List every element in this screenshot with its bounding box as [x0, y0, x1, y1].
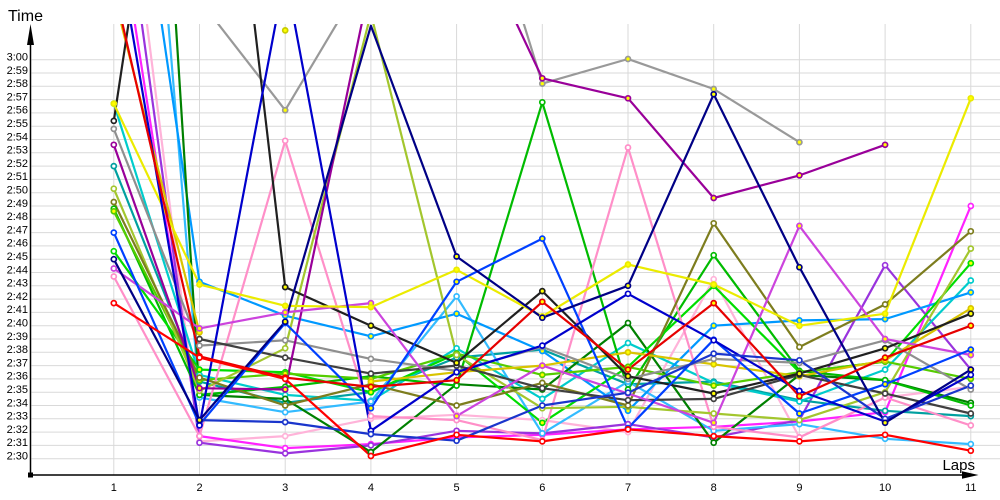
svg-text:11: 11	[965, 482, 976, 494]
svg-text:2:38: 2:38	[7, 344, 28, 356]
svg-text:2:31: 2:31	[7, 437, 28, 449]
svg-text:2:49: 2:49	[7, 198, 28, 210]
svg-text:2:40: 2:40	[7, 318, 28, 330]
svg-text:3:00: 3:00	[7, 52, 28, 64]
svg-text:3: 3	[282, 482, 288, 494]
svg-text:2: 2	[196, 482, 202, 494]
svg-text:2:39: 2:39	[7, 331, 28, 343]
svg-text:2:59: 2:59	[7, 65, 28, 77]
svg-text:7: 7	[625, 482, 631, 494]
svg-text:2:41: 2:41	[7, 304, 28, 316]
svg-text:2:30: 2:30	[7, 451, 28, 463]
svg-text:9: 9	[796, 482, 802, 494]
svg-text:2:32: 2:32	[7, 424, 28, 436]
svg-text:2:45: 2:45	[7, 251, 28, 263]
svg-text:2:35: 2:35	[7, 384, 28, 396]
svg-text:2:34: 2:34	[7, 397, 28, 409]
svg-text:2:53: 2:53	[7, 145, 28, 157]
svg-text:6: 6	[539, 482, 545, 494]
svg-text:2:54: 2:54	[7, 131, 28, 143]
svg-text:2:56: 2:56	[7, 105, 28, 117]
svg-text:2:46: 2:46	[7, 238, 28, 250]
svg-text:10: 10	[879, 482, 891, 494]
svg-text:2:43: 2:43	[7, 278, 28, 290]
svg-text:2:48: 2:48	[7, 211, 28, 223]
svg-text:Laps: Laps	[942, 457, 975, 474]
svg-text:2:42: 2:42	[7, 291, 28, 303]
svg-text:2:50: 2:50	[7, 185, 28, 197]
svg-text:Time: Time	[8, 8, 43, 25]
svg-text:2:51: 2:51	[7, 171, 28, 183]
svg-text:2:57: 2:57	[7, 91, 28, 103]
svg-text:2:44: 2:44	[7, 264, 28, 276]
svg-text:4: 4	[368, 482, 374, 494]
svg-text:2:36: 2:36	[7, 371, 28, 383]
svg-text:2:58: 2:58	[7, 78, 28, 90]
svg-text:8: 8	[711, 482, 717, 494]
svg-text:2:37: 2:37	[7, 357, 28, 369]
svg-text:2:52: 2:52	[7, 158, 28, 170]
svg-text:2:33: 2:33	[7, 411, 28, 423]
svg-text:2:47: 2:47	[7, 224, 28, 236]
svg-text:1: 1	[111, 482, 117, 494]
svg-text:5: 5	[454, 482, 460, 494]
svg-text:2:55: 2:55	[7, 118, 28, 130]
